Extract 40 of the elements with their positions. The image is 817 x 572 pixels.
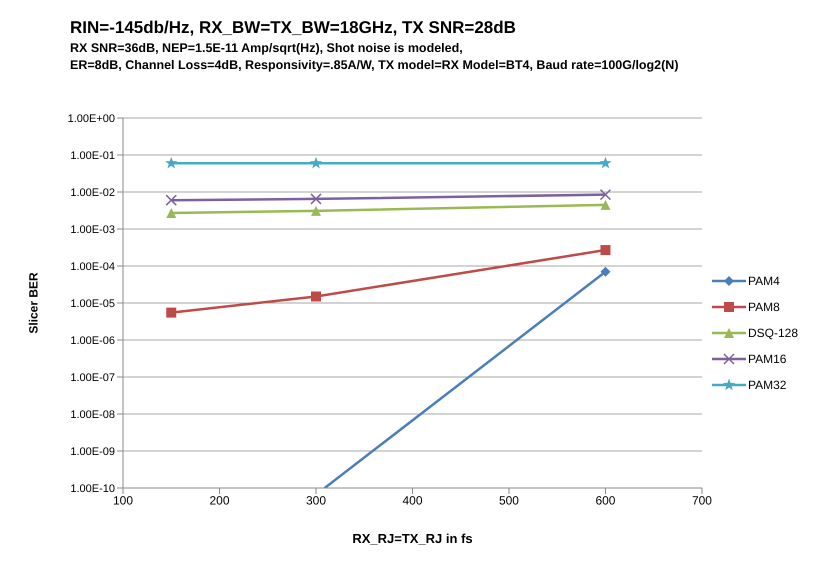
y-tick-label: 1.00E-01	[70, 150, 115, 162]
point	[310, 193, 322, 205]
y-tick-label: 1.00E-09	[70, 446, 115, 458]
point	[310, 291, 321, 302]
x-tick-label: 700	[692, 494, 712, 508]
chart-subtitle: RX SNR=36dB, NEP=1.5E-11 Amp/sqrt(Hz), Shot noise is modeled, ER=8dB, Channel Loss=4dB, Responsivity=.85A/W, TX model=RX Model=BT4, Baud rate=100G/log2(N)	[70, 41, 678, 72]
point	[310, 206, 321, 216]
x-tick-label: 200	[209, 494, 230, 508]
x-tick-label: 600	[595, 494, 616, 508]
y-tick-label: 1.00E-03	[70, 224, 115, 236]
y-tick-label: 1.00E-04	[70, 260, 115, 273]
legend-label: PAM4	[748, 274, 780, 288]
y-tick-label: 1.00E-08	[70, 408, 115, 421]
x-axis-title: RX_RJ=TX_RJ in fs	[352, 531, 473, 546]
y-axis-title: Slicer BER	[26, 272, 40, 334]
chart-title: RIN=-145db/Hz, RX_BW=TX_BW=18GHz, TX SNR=28dB	[70, 18, 517, 38]
legend-label: DSQ-128	[748, 326, 798, 340]
point	[600, 188, 612, 200]
y-tick-label: 1.00E+00	[68, 112, 115, 125]
y-tick-label: 1.00E-02	[70, 186, 115, 199]
point	[165, 156, 178, 168]
point	[600, 200, 610, 210]
point	[166, 308, 176, 318]
point	[166, 208, 176, 218]
legend-label: PAM8	[748, 300, 780, 314]
legend-label: PAM32	[748, 378, 786, 392]
point	[310, 156, 322, 168]
point	[600, 266, 610, 277]
point	[600, 245, 610, 256]
legend-label: PAM16	[748, 352, 786, 366]
x-tick-label: 400	[402, 494, 423, 508]
point	[599, 156, 612, 168]
y-tick-label: 1.00E-10	[70, 482, 115, 495]
y-tick-label: 1.00E-05	[70, 298, 115, 310]
y-tick-label: 1.00E-06	[70, 334, 115, 347]
x-tick-label: 500	[498, 494, 520, 508]
y-tick-label: 1.00E-07	[70, 372, 115, 384]
point	[165, 194, 177, 206]
x-tick-label: 300	[306, 494, 326, 508]
x-tick-label: 100	[112, 494, 134, 508]
